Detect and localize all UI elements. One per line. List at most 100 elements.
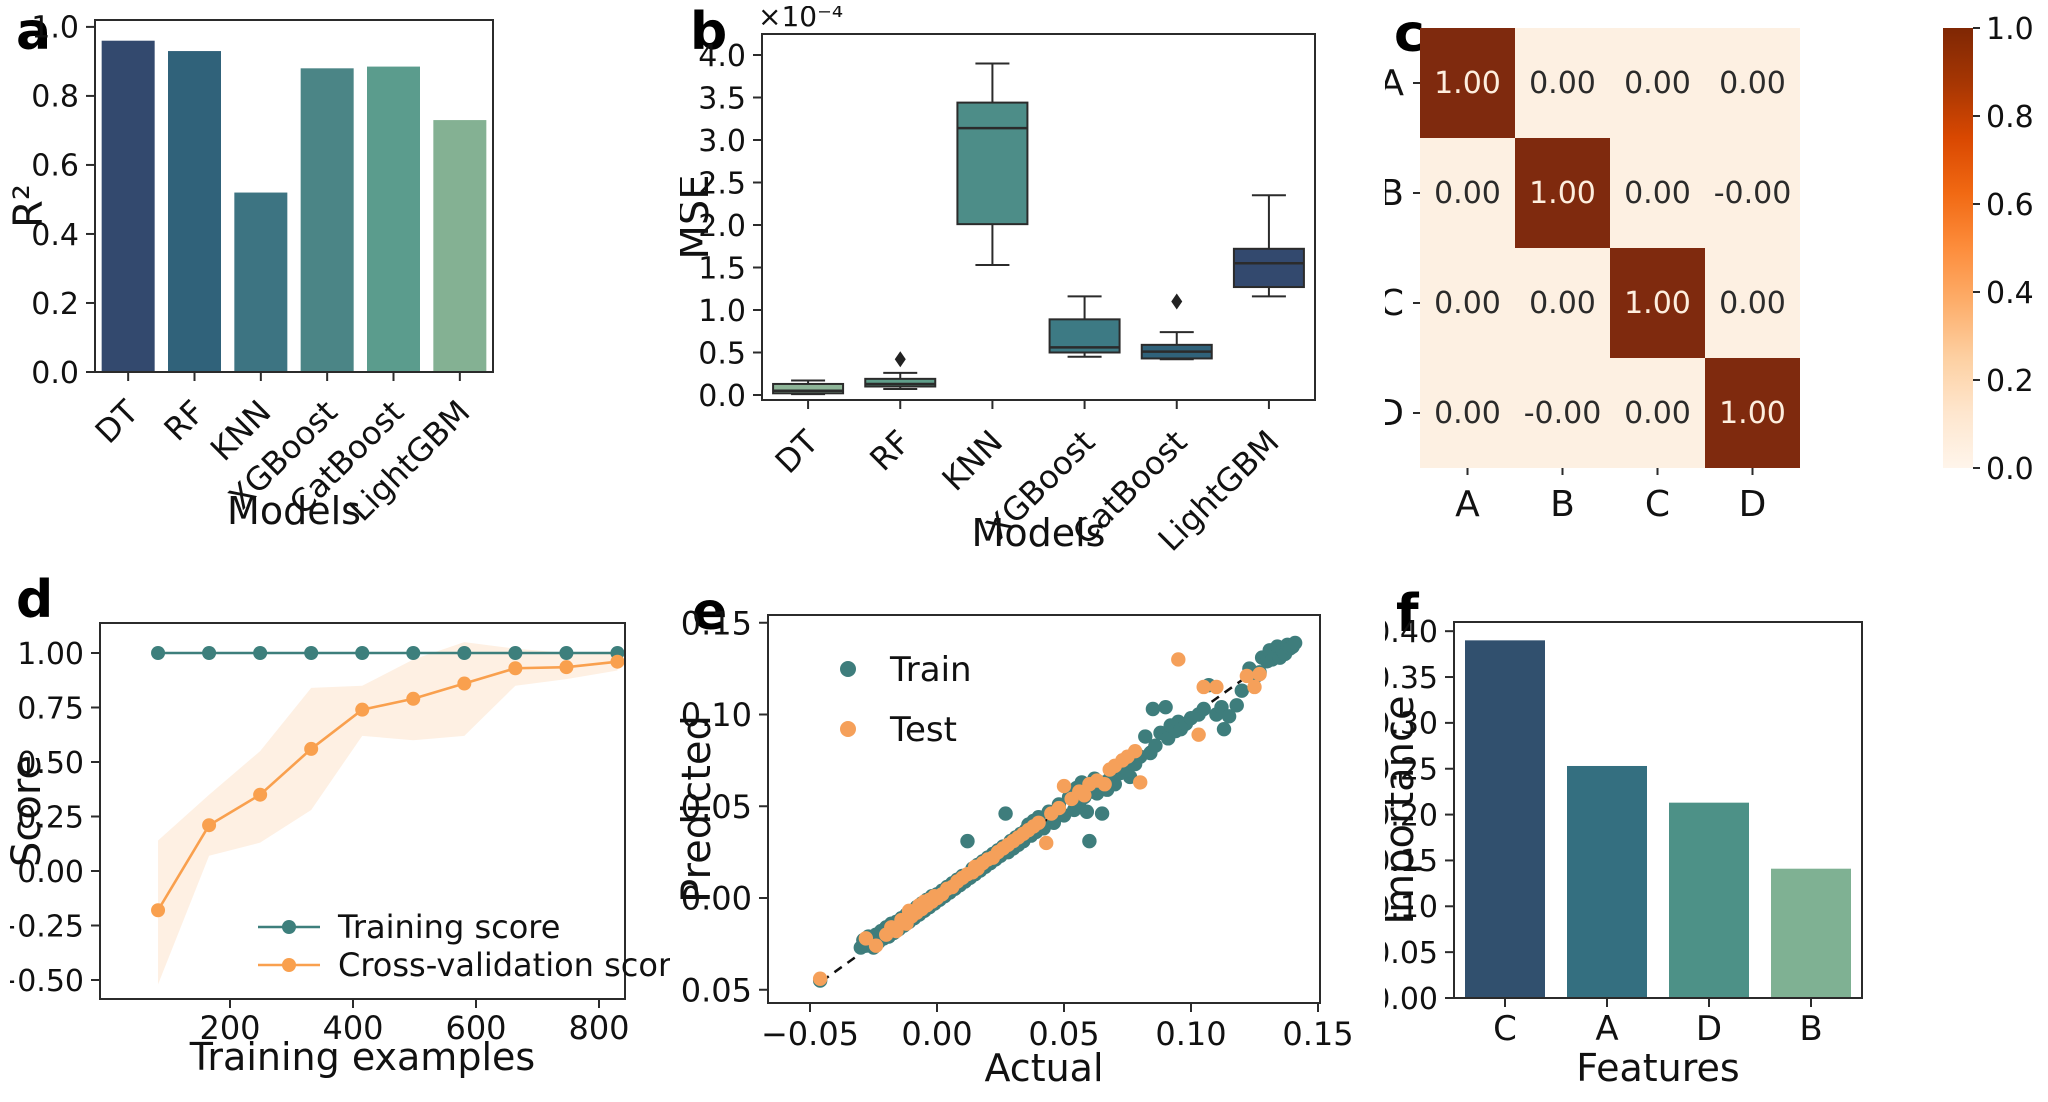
svg-text:0.4: 0.4: [31, 218, 79, 253]
svg-text:600: 600: [445, 1009, 506, 1047]
svg-text:−0.05: −0.05: [680, 971, 752, 1009]
svg-text:0.10: 0.10: [1155, 1015, 1226, 1053]
svg-text:D: D: [1385, 393, 1404, 434]
svg-text:1.0: 1.0: [31, 11, 79, 46]
svg-text:0.15: 0.15: [681, 604, 752, 642]
svg-text:0.10: 0.10: [681, 696, 752, 734]
svg-text:A: A: [1385, 63, 1404, 104]
svg-text:0.40: 0.40: [1385, 615, 1438, 650]
svg-text:B: B: [1799, 1009, 1822, 1049]
svg-text:B: B: [1385, 173, 1404, 214]
panel-b-mse-box-plot: 0.00.51.01.52.02.53.03.54.0×10⁻⁴DT RF KNNX…: [680, 6, 1316, 557]
svg-text:0.00: 0.00: [17, 855, 84, 890]
svg-text:×10⁻⁴: ×10⁻⁴: [758, 6, 843, 33]
svg-text:0.25: 0.25: [17, 800, 84, 835]
svg-text:0.0: 0.0: [698, 379, 746, 414]
svg-text:0.8: 0.8: [31, 80, 79, 115]
panel-f-letter: f: [1396, 584, 1419, 644]
svg-text:0.10: 0.10: [1385, 890, 1438, 925]
svg-text:0.4: 0.4: [1986, 276, 2034, 311]
svg-text:RF: RF: [862, 423, 918, 479]
svg-text:0.15: 0.15: [1385, 844, 1438, 879]
svg-text:0.00: 0.00: [681, 880, 752, 918]
svg-text:2.0: 2.0: [698, 209, 746, 244]
svg-text:Cross-validation score: Cross-validation score: [338, 946, 670, 984]
svg-text:1.5: 1.5: [698, 251, 746, 286]
svg-text:0.00: 0.00: [1385, 982, 1438, 1017]
panel-b-letter: b: [690, 2, 728, 62]
svg-text:1.00: 1.00: [1624, 286, 1691, 321]
svg-text:Models: Models: [227, 489, 361, 533]
svg-text:0.15: 0.15: [1282, 1015, 1353, 1053]
svg-text:2.5: 2.5: [698, 166, 746, 201]
svg-text:0.35: 0.35: [1385, 661, 1438, 696]
svg-text:Predicted: Predicted: [680, 715, 720, 903]
svg-text:3.5: 3.5: [698, 81, 746, 116]
svg-text:Actual: Actual: [984, 1046, 1103, 1090]
svg-text:C: C: [1385, 283, 1404, 324]
svg-text:Test: Test: [889, 710, 957, 750]
svg-text:200: 200: [199, 1009, 260, 1047]
svg-text:Training examples: Training examples: [189, 1035, 535, 1079]
panel-a-r2-bar-chart: 0.00.20.40.60.81.0DT RFKNNXGBoostCatBoost…: [10, 11, 494, 533]
svg-text:Training score: Training score: [337, 908, 560, 946]
svg-text:1.00: 1.00: [1719, 396, 1786, 431]
svg-text:R²: R²: [10, 184, 52, 228]
panel-d-learning-curve: −0.50 −0.25 0.00 0.25 0.50 0.75 1.00 200 400 600 8…: [10, 622, 670, 1079]
svg-text:3.0: 3.0: [698, 124, 746, 159]
svg-text:KNN: KNN: [935, 423, 1011, 499]
svg-text:400: 400: [322, 1009, 383, 1047]
svg-text:B: B: [1550, 484, 1575, 525]
svg-text:0.00: 0.00: [1529, 286, 1596, 321]
svg-text:0.2: 0.2: [1986, 364, 2034, 399]
svg-text:1.00: 1.00: [17, 637, 84, 672]
svg-text:0.05: 0.05: [681, 788, 752, 826]
svg-text:0.6: 0.6: [31, 149, 79, 184]
svg-text:0.50: 0.50: [17, 746, 84, 781]
svg-text:Score: Score: [10, 755, 50, 867]
svg-text:MSE: MSE: [680, 174, 718, 259]
svg-text:Importance: Importance: [1385, 695, 1423, 924]
svg-text:0.00: 0.00: [1624, 396, 1691, 431]
svg-text:DT: DT: [88, 392, 146, 450]
svg-text:-0.00: -0.00: [1524, 396, 1602, 431]
svg-text:0.05: 0.05: [1385, 936, 1438, 971]
svg-text:0.30: 0.30: [1385, 707, 1438, 742]
svg-text:0.00: 0.00: [1434, 396, 1501, 431]
svg-text:1.00: 1.00: [1529, 176, 1596, 211]
svg-text:−0.50: −0.50: [10, 964, 84, 999]
svg-text:Features: Features: [1576, 1046, 1739, 1090]
svg-text:0.00: 0.00: [901, 1015, 972, 1053]
svg-text:−0.25: −0.25: [10, 909, 84, 944]
svg-text:800: 800: [568, 1009, 629, 1047]
svg-text:Train: Train: [889, 650, 972, 690]
svg-text:1.00: 1.00: [1434, 66, 1501, 101]
svg-text:Models: Models: [972, 511, 1106, 555]
svg-text:A: A: [1455, 484, 1480, 525]
svg-text:D: D: [1696, 1009, 1722, 1049]
svg-text:0.00: 0.00: [1719, 286, 1786, 321]
panel-e-actual-vs-predicted: −0.05 0.00 0.05 0.10 0.15 −0.05 0.00 0.05 0.10 0.…: [680, 604, 1354, 1090]
svg-text:0.75: 0.75: [17, 691, 84, 726]
svg-text:0.6: 0.6: [1986, 188, 2034, 223]
panel-f-feature-importance: 0.00 0.05 0.10 0.15 0.20 0.25 0.30 0.35 0.40 C A D B…: [1385, 615, 1863, 1090]
svg-text:DT: DT: [768, 422, 826, 480]
panel-c-correlation-heatmap: 1.00 0.00 0.00 0.00 0.00 1.00 0.00 -0.00 0.00 0.0…: [1385, 12, 2034, 525]
svg-text:0.00: 0.00: [1434, 286, 1501, 321]
svg-text:A: A: [1595, 1009, 1618, 1049]
svg-text:−0.05: −0.05: [761, 1015, 859, 1053]
svg-text:0.05: 0.05: [1028, 1015, 1099, 1053]
svg-text:C: C: [1493, 1009, 1517, 1049]
svg-text:0.00: 0.00: [1624, 66, 1691, 101]
svg-text:0.20: 0.20: [1385, 798, 1438, 833]
svg-text:0.00: 0.00: [1624, 176, 1691, 211]
panel-d-letter: d: [16, 570, 54, 630]
svg-text:0.00: 0.00: [1529, 66, 1596, 101]
svg-text:0.0: 0.0: [31, 356, 79, 391]
svg-text:1.0: 1.0: [1986, 12, 2034, 47]
svg-text:1.0: 1.0: [698, 294, 746, 329]
svg-text:0.00: 0.00: [1719, 66, 1786, 101]
panel-c-letter: c: [1394, 4, 1425, 64]
svg-text:0.0: 0.0: [1986, 452, 2034, 487]
